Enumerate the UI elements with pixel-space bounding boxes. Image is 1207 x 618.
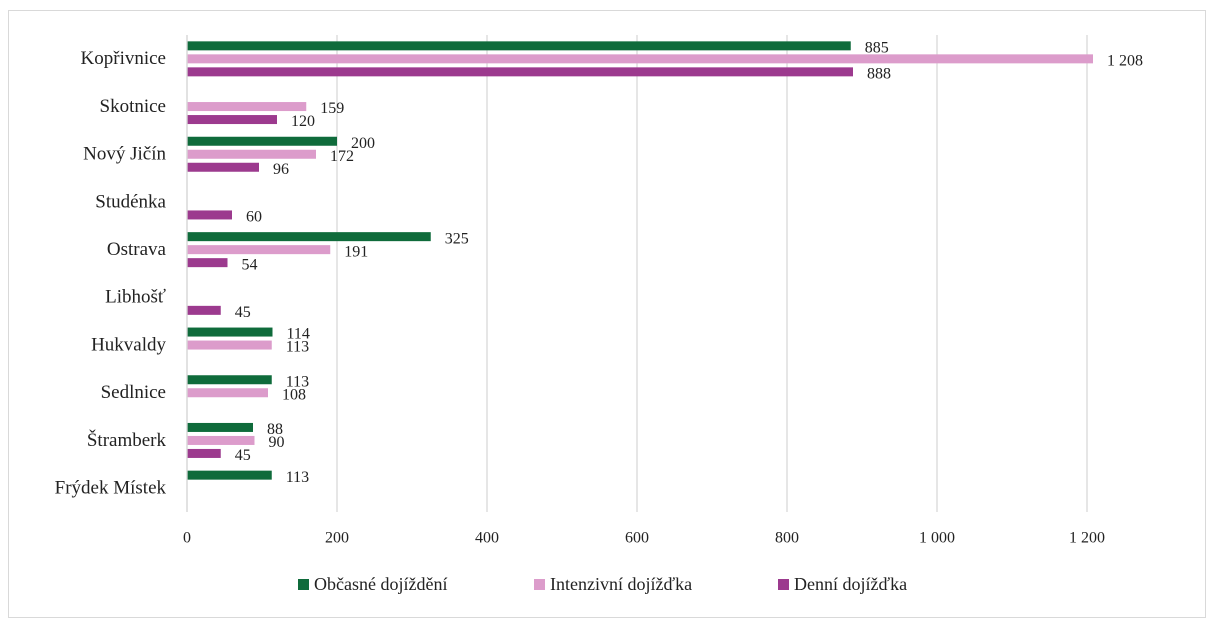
data-label: 325 — [445, 230, 469, 247]
x-tick-label: 600 — [625, 530, 649, 547]
legend-swatch — [778, 579, 789, 590]
bar — [187, 162, 259, 172]
legend-swatch — [298, 579, 309, 590]
data-label: 885 — [865, 40, 889, 57]
y-tick-label: Studénka — [95, 191, 166, 212]
data-label: 96 — [273, 161, 289, 178]
data-label: 159 — [320, 100, 344, 117]
bar — [187, 340, 272, 350]
bar — [187, 67, 853, 77]
data-label: 1 208 — [1107, 53, 1143, 70]
y-tick-label: Skotnice — [100, 96, 167, 117]
data-label: 114 — [287, 326, 310, 343]
legend-swatch — [534, 579, 545, 590]
bar — [187, 388, 268, 398]
data-label: 90 — [269, 434, 285, 451]
bar — [187, 149, 316, 159]
y-tick-label: Ostrava — [107, 239, 167, 260]
bar — [187, 245, 331, 255]
data-label: 60 — [246, 209, 262, 226]
bar — [187, 327, 273, 337]
data-label: 120 — [291, 113, 315, 130]
data-label: 108 — [282, 386, 306, 403]
y-tick-label: Hukvaldy — [91, 334, 166, 355]
y-tick-label: Štramberk — [87, 429, 167, 451]
bar — [187, 435, 255, 445]
bar — [187, 258, 228, 268]
data-label: 113 — [286, 339, 309, 356]
bar — [187, 305, 221, 315]
x-tick-label: 1 200 — [1069, 530, 1105, 547]
data-label: 172 — [330, 148, 354, 165]
x-tick-label: 400 — [475, 530, 499, 547]
data-label: 200 — [351, 135, 375, 152]
legend-label: Občasné dojíždění — [314, 574, 447, 594]
legend-label: Intenzivní dojížďka — [550, 574, 692, 594]
bar — [187, 102, 307, 112]
bar — [187, 54, 1093, 64]
x-tick-label: 800 — [775, 530, 799, 547]
bar — [187, 210, 232, 220]
x-tick-label: 0 — [183, 530, 191, 547]
x-tick-label: 1 000 — [919, 530, 955, 547]
bar — [187, 232, 431, 242]
y-tick-label: Frýdek Místek — [55, 478, 167, 499]
y-tick-label: Nový Jičín — [83, 144, 166, 165]
data-label: 113 — [286, 373, 309, 390]
data-label: 45 — [235, 447, 251, 464]
bar — [187, 448, 221, 458]
data-label: 191 — [344, 243, 368, 260]
y-tick-label: Kopřivnice — [81, 48, 166, 69]
data-label: 45 — [235, 304, 251, 321]
bar — [187, 422, 253, 432]
data-label: 888 — [867, 66, 891, 83]
y-tick-label: Libhošť — [105, 287, 166, 308]
data-label: 54 — [242, 256, 258, 273]
bar — [187, 375, 272, 385]
bar — [187, 470, 272, 480]
bar — [187, 115, 277, 125]
bar — [187, 41, 851, 51]
bar — [187, 136, 337, 146]
legend-label: Denní dojížďka — [794, 574, 907, 594]
data-label: 113 — [286, 469, 309, 486]
data-label: 88 — [267, 421, 283, 438]
x-tick-label: 200 — [325, 530, 349, 547]
y-tick-label: Sedlnice — [101, 382, 166, 403]
